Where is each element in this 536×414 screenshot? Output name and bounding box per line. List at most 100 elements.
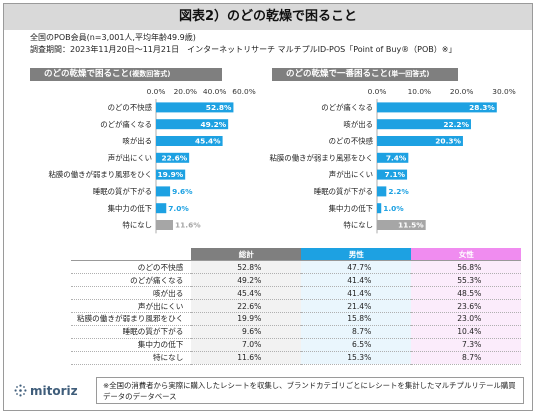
chart2-bar [377, 220, 426, 230]
table-cell: 49.2% [191, 273, 302, 288]
figure-title: 図表2）のどの乾燥で困ること [4, 4, 532, 30]
table-row-label: 咳が出る [71, 286, 192, 301]
table-cell: 55.3% [411, 273, 522, 288]
table-row: 咳が出る 45.4% 41.4% 48.5% [71, 286, 522, 301]
chart2-title: のどの乾燥で一番困ること [286, 69, 389, 79]
chart2-value-label: 11.5% [398, 221, 424, 230]
table-row: 集中力の低下 7.0% 6.5% 7.3% [71, 338, 522, 352]
chart1-value-label: 52.8% [206, 103, 232, 112]
figure-frame: 図表2）のどの乾燥で困ること [3, 3, 533, 411]
chart2-bar [377, 203, 382, 214]
col-male: 男性 [301, 248, 412, 262]
chart2-bar [377, 152, 409, 163]
table-cell: 15.8% [301, 312, 412, 326]
table-row-label: 睡眠の質が下がる [71, 325, 192, 339]
chart1-tick-label: 20.0% [174, 87, 197, 96]
table-cell: 22.6% [191, 299, 302, 313]
chart1-bar [156, 152, 190, 163]
chart2-category-label: のどの不快感 [329, 137, 374, 146]
chart1-value-label: 45.4% [195, 137, 221, 146]
chart1-bar [156, 169, 186, 180]
chart1-category-label: 咳が出る [122, 137, 152, 146]
table-cell: 41.4% [301, 286, 412, 301]
table-cell: 7.0% [191, 338, 302, 352]
chart1-bar [156, 136, 223, 146]
chart1-bar [156, 119, 229, 130]
chart2-tick-label: 20.0% [450, 87, 473, 96]
chart1-bar [156, 203, 167, 214]
survey-period: 調査期間：2023年11月20日～11月21日 インターネットリサーチ マルチプ… [30, 45, 457, 54]
table-cell: 15.3% [301, 351, 412, 365]
table-row-label: のどが痛くなる [71, 273, 192, 288]
chart2-subtitle: (単一回答式) [388, 70, 430, 78]
chart1-category-label: 睡眠の質が下がる [93, 187, 152, 196]
chart1-header: のどの乾燥で困ること(複数回答式) [30, 68, 222, 81]
chart1-tick-label: 0.0% [147, 87, 166, 96]
chart1-subtitle: (複数回答式) [129, 70, 171, 78]
table-row: 睡眠の質が下がる 9.6% 8.7% 10.4% [71, 325, 522, 339]
table-corner [71, 248, 192, 262]
chart1-tick-label: 60.0% [232, 87, 255, 96]
chart2-value-label: 28.3% [469, 103, 495, 112]
chart2-svg: 0.0% 10.0% 20.0% 30.0% のどが痛くなる 28.3% 咳が出る 22.2%… [270, 87, 516, 234]
table-cell: 23.6% [411, 299, 522, 313]
chart2-value-label: 7.1% [385, 170, 406, 179]
chart1-bar [156, 220, 174, 230]
chart1-category-label: 声が出にくい [108, 153, 152, 162]
chart1-title: のどの乾燥で困ること [44, 69, 130, 79]
chart1-tick-label: 40.0% [203, 87, 226, 96]
chart2-header: のどの乾燥で一番困ること(単一回答式) [272, 68, 458, 81]
table-row-label: 集中力の低下 [71, 338, 192, 352]
chart2-category-label: 咳が出る [343, 120, 373, 129]
chart1-value-label: 19.9% [158, 170, 184, 179]
table-cell: 8.7% [411, 351, 522, 365]
table-cell: 52.8% [191, 260, 302, 275]
chart1-value-label: 7.0% [168, 204, 189, 213]
chart2-value-label: 2.2% [388, 187, 409, 196]
chart1-value-label: 11.6% [175, 221, 201, 230]
chart2-tick-label: 30.0% [492, 87, 515, 96]
chart1-category-label: 粘膜の働きが弱まり風邪をひく [49, 170, 152, 179]
table-cell: 8.7% [301, 325, 412, 339]
chart2-bar [377, 119, 471, 130]
chart2-bar [377, 102, 497, 113]
table-cell: 10.4% [411, 325, 522, 339]
chart1-bar [156, 186, 171, 197]
table-row-label: のどの不快感 [71, 260, 192, 275]
chart2-tick-label: 10.0% [408, 87, 431, 96]
table-cell: 48.5% [411, 286, 522, 301]
chart2-value-label: 22.2% [443, 120, 469, 129]
chart1-value-label: 9.6% [172, 187, 193, 196]
chart2-bar [377, 169, 408, 180]
chart2-category-label: 集中力の低下 [329, 204, 373, 213]
table-cell: 56.8% [411, 260, 522, 275]
table-cell: 23.0% [411, 312, 522, 326]
table-row: 特になし 11.6% 15.3% 8.7% [71, 351, 522, 365]
col-total: 総計 [191, 248, 302, 262]
chart2-value-label: 7.4% [386, 153, 407, 162]
table-row: のどが痛くなる 49.2% 41.4% 55.3% [71, 273, 522, 288]
chart1-category-label: のどが痛くなる [100, 120, 152, 129]
table-cell: 19.9% [191, 312, 302, 326]
chart2-bar [377, 186, 387, 197]
survey-sample: 全国のPOB会員(n=3,001人,平均年齢49.9歳) [30, 33, 196, 42]
chart1-value-label: 22.6% [162, 153, 188, 162]
chart1-value-label: 49.2% [201, 120, 227, 129]
footnote: ※全国の消費者から実際に購入したレシートを収集し、ブランドカテゴリごとにレシート… [96, 377, 524, 404]
table-cell: 7.3% [411, 338, 522, 352]
table-cell: 21.4% [301, 299, 412, 313]
chart2-category-label: のどが痛くなる [321, 103, 373, 112]
breakdown-table: 総計 男性 女性 のどの不快感 52.8% 47.7% 56.8% のどが痛くなる 49.… [71, 248, 522, 365]
chart2-value-label: 1.0% [383, 204, 404, 213]
chart2-category-label: 声が出にくい [329, 170, 373, 179]
chart2-category-label: 特になし [343, 221, 373, 230]
table-cell: 45.4% [191, 286, 302, 301]
chart1-category-label: 集中力の低下 [108, 204, 152, 213]
chart2-bar [377, 136, 463, 146]
chart1-category-label: 特になし [122, 221, 152, 230]
table-row-label: 特になし [71, 351, 192, 365]
table-row: のどの不快感 52.8% 47.7% 56.8% [71, 260, 522, 275]
table-row: 粘膜の働きが弱まり風邪をひく 19.9% 15.8% 23.0% [71, 312, 522, 326]
chart2-category-label: 粘膜の働きが弱まり風邪をひく [270, 153, 373, 162]
col-female: 女性 [411, 248, 522, 262]
